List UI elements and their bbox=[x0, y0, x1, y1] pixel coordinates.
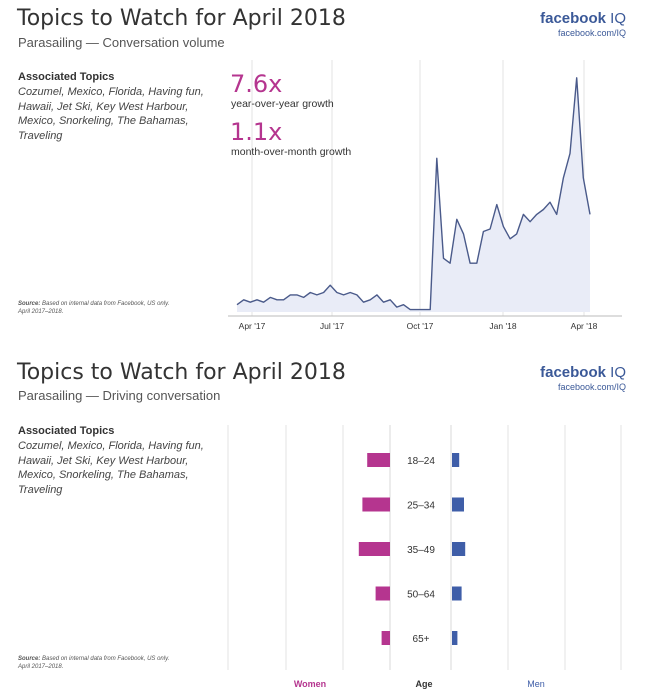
volume-line bbox=[236, 77, 591, 311]
x-tick-label: Jan '18 bbox=[489, 321, 516, 331]
women-bar bbox=[362, 497, 390, 512]
age-label: 18–24 bbox=[407, 456, 435, 467]
age-label: 25–34 bbox=[407, 501, 435, 512]
associated-topics-heading: Associated Topics bbox=[18, 425, 115, 437]
age-gender-chart: 18–24 25–34 35–49 50–64 65+ Women Age Men bbox=[227, 425, 622, 689]
x-tick-label: Oct '17 bbox=[407, 321, 434, 331]
panel-title: Topics to Watch for April 2018 bbox=[17, 6, 346, 31]
women-axis-label: Women bbox=[294, 679, 326, 689]
brand-name: facebook bbox=[540, 364, 606, 381]
source-text: Based on internal data from Facebook, US… bbox=[42, 301, 170, 307]
facebook-iq-logo: facebook IQ facebook.com/IQ bbox=[540, 364, 626, 392]
conversation-volume-panel: Topics to Watch for April 2018 Parasaili… bbox=[0, 0, 650, 345]
men-bar bbox=[452, 453, 460, 467]
x-tick-label: Jul '17 bbox=[320, 321, 345, 331]
women-bar bbox=[358, 542, 390, 556]
volume-area bbox=[237, 77, 590, 312]
panel-subtitle: Parasailing — Conversation volume bbox=[18, 35, 225, 50]
source-text: Based on internal data from Facebook, US… bbox=[42, 656, 170, 662]
source-period: April 2017–2018. bbox=[18, 309, 64, 315]
brand-url: facebook.com/IQ bbox=[557, 382, 626, 392]
men-axis-label: Men bbox=[527, 679, 545, 689]
source-label: Source: bbox=[18, 301, 41, 307]
associated-topics-heading: Associated Topics bbox=[18, 71, 115, 83]
conversation-volume-chart: Apr '17 Jul '17 Oct '17 Jan '18 Apr '18 bbox=[228, 60, 622, 331]
brand-suffix: IQ bbox=[610, 10, 626, 27]
facebook-iq-logo: facebook IQ facebook.com/IQ bbox=[540, 10, 626, 38]
source-note: Source: Based on internal data from Face… bbox=[18, 655, 169, 671]
age-label: 65+ bbox=[413, 634, 430, 645]
x-tick-label: Apr '18 bbox=[571, 321, 598, 331]
men-bar bbox=[452, 497, 464, 512]
women-bar bbox=[375, 586, 390, 601]
age-axis-label: Age bbox=[415, 679, 432, 689]
brand-url: facebook.com/IQ bbox=[557, 28, 626, 38]
source-label: Source: bbox=[18, 656, 41, 662]
source-period: April 2017–2018. bbox=[18, 664, 64, 670]
yoy-growth-value: 7.6x bbox=[230, 70, 283, 98]
brand-suffix: IQ bbox=[610, 364, 626, 381]
age-label: 35–49 bbox=[407, 545, 435, 556]
men-bar bbox=[452, 631, 458, 645]
men-bar bbox=[452, 586, 462, 601]
age-label: 50–64 bbox=[407, 590, 435, 601]
brand-name: facebook bbox=[540, 10, 606, 27]
mom-growth-value: 1.1x bbox=[230, 118, 283, 146]
driving-conversation-panel: Topics to Watch for April 2018 Parasaili… bbox=[0, 350, 650, 700]
x-tick-label: Apr '17 bbox=[239, 321, 266, 331]
associated-topics-list: Cozumel, Mexico, Florida, Having fun, Ha… bbox=[18, 86, 204, 142]
panel-title: Topics to Watch for April 2018 bbox=[17, 360, 346, 385]
panel-subtitle: Parasailing — Driving conversation bbox=[18, 388, 221, 403]
men-bar bbox=[452, 542, 466, 556]
mom-growth-label: month-over-month growth bbox=[231, 146, 352, 158]
women-bar bbox=[367, 453, 390, 467]
women-bar bbox=[381, 631, 390, 645]
yoy-growth-label: year-over-year growth bbox=[231, 98, 334, 110]
source-note: Source: Based on internal data from Face… bbox=[18, 300, 169, 316]
associated-topics-list: Cozumel, Mexico, Florida, Having fun, Ha… bbox=[18, 440, 204, 496]
